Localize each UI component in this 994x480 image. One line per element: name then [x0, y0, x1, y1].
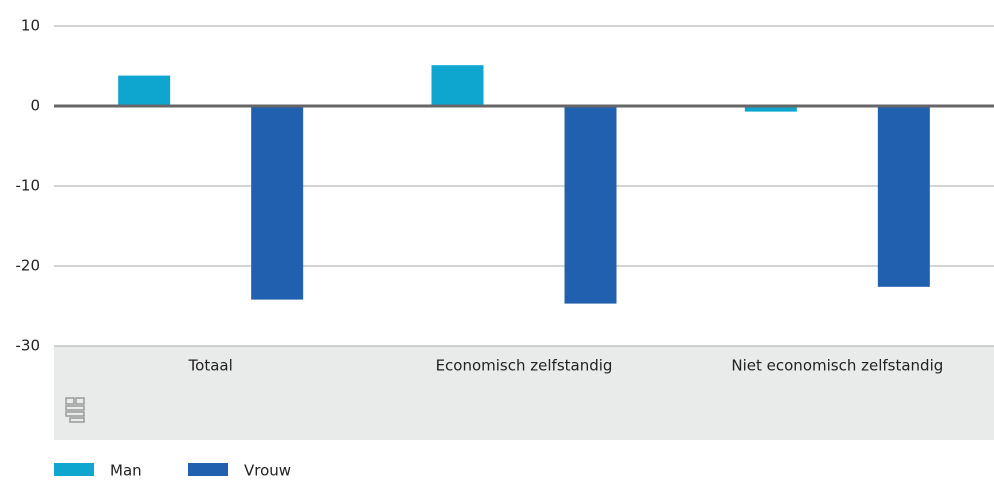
- y-tick-label: -30: [16, 337, 41, 355]
- bar: [431, 65, 484, 106]
- bar: [877, 106, 930, 287]
- x-tick-label: Totaal: [188, 357, 233, 375]
- bar: [744, 106, 797, 112]
- bar: [251, 106, 304, 300]
- x-tick-label: Economisch zelfstandig: [436, 357, 613, 375]
- bar: [564, 106, 617, 304]
- legend-label: Vrouw: [244, 462, 291, 480]
- legend-label: Man: [110, 462, 142, 480]
- y-tick-label: 0: [30, 97, 40, 115]
- x-tick-label: Niet economisch zelfstandig: [731, 357, 943, 375]
- legend-swatch: [54, 463, 94, 476]
- y-tick-label: -20: [16, 257, 41, 275]
- category-band: [54, 346, 994, 440]
- bar: [118, 75, 171, 106]
- logo: [65, 397, 85, 423]
- legend-swatch: [188, 463, 228, 476]
- y-tick-label: -10: [16, 177, 41, 195]
- y-tick-label: 10: [21, 17, 40, 35]
